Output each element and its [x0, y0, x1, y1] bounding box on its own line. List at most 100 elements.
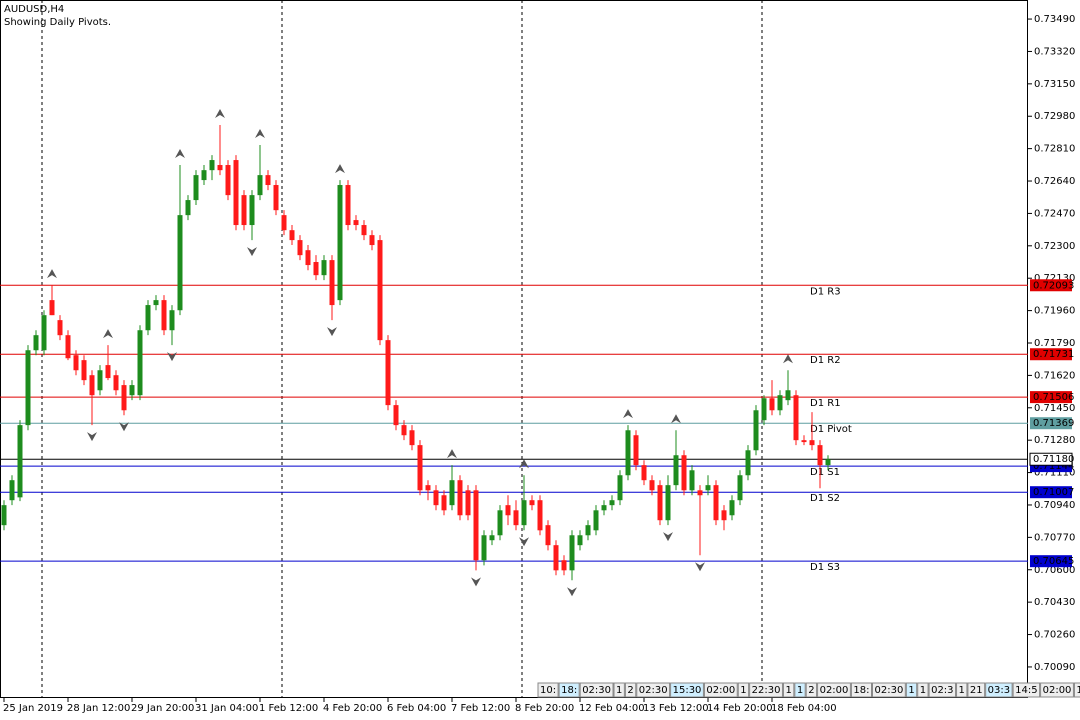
candle-body	[209, 160, 215, 171]
time-tag: 1	[959, 685, 965, 696]
fractal-down	[567, 587, 577, 597]
price-box-label: 0.71007	[1033, 487, 1074, 498]
price-box-label: 0.71180	[1033, 454, 1074, 465]
time-tag: 18:	[561, 685, 577, 696]
fractal-down	[167, 352, 177, 362]
candle-body	[393, 405, 399, 426]
y-tick-label: 0.70090	[1034, 662, 1075, 673]
time-tag: 1	[908, 685, 914, 696]
time-tag: 02:30	[582, 685, 611, 696]
candle-body	[273, 185, 279, 211]
candle-body	[121, 385, 127, 411]
candle-body	[481, 535, 487, 561]
fractal-down	[87, 432, 97, 442]
candle-body	[129, 385, 135, 396]
candle-body	[433, 490, 439, 506]
time-tag-box	[850, 682, 872, 698]
price-box-label: 0.71731	[1033, 349, 1074, 360]
y-tick-label: 0.70600	[1034, 565, 1075, 576]
time-tag: 1	[740, 685, 746, 696]
candle-body	[169, 310, 175, 331]
candle-body	[97, 370, 103, 391]
chart-subtitle: Showing Daily Pivots.	[4, 17, 111, 28]
candle-body	[617, 475, 623, 501]
candle-body	[753, 410, 759, 451]
candle-body	[201, 170, 207, 181]
y-tick-label: 0.72130	[1034, 273, 1075, 284]
pivot-label: D1 R3	[810, 286, 841, 297]
time-tag: 15:30	[673, 685, 702, 696]
time-tag: 1	[616, 685, 622, 696]
price-box	[1030, 555, 1072, 568]
candle-body	[545, 525, 551, 546]
time-tag-box	[737, 682, 750, 698]
time-tag-box	[967, 682, 986, 698]
candle-body	[729, 500, 735, 516]
candle-body	[697, 490, 703, 496]
y-tick-label: 0.73320	[1034, 46, 1075, 57]
pivot-label: D1 Pivot	[810, 424, 852, 435]
candle-body	[369, 235, 375, 246]
x-tick-label: 6 Feb 04:00	[387, 703, 446, 714]
time-tag-box	[558, 682, 580, 698]
candle-body	[361, 225, 367, 236]
candle-body	[785, 390, 791, 401]
candle-body	[1, 505, 7, 526]
time-tag-box	[613, 682, 625, 698]
fractal-up	[447, 449, 457, 459]
chart-title: AUDUSD,H4	[4, 4, 64, 15]
time-tag: 2	[627, 685, 633, 696]
x-tick-label: 8 Feb 20:00	[515, 703, 574, 714]
candle-body	[257, 175, 263, 196]
price-box-label: 0.71369	[1033, 418, 1074, 429]
price-box-label: 0.72093	[1033, 280, 1074, 291]
candle-body	[185, 200, 191, 216]
candle-body	[569, 535, 575, 571]
candle-body	[17, 425, 23, 498]
candle-body	[105, 365, 111, 379]
candle-body	[609, 500, 615, 506]
candle-body	[793, 395, 799, 441]
pivot-label: D1 S3	[810, 562, 840, 573]
y-tick-label: 0.72300	[1034, 241, 1075, 252]
time-tag-box	[703, 682, 738, 698]
candle-body	[241, 195, 247, 226]
x-tick-label: 18 Feb 04:00	[771, 703, 837, 714]
candle-body	[289, 230, 295, 241]
x-tick-label: 29 Jan 20:00	[131, 703, 194, 714]
time-tag: 10:	[540, 685, 556, 696]
x-tick-label: 12 Feb 04:00	[579, 703, 645, 714]
fractal-down	[247, 247, 257, 257]
candle-body	[801, 440, 807, 443]
y-tick-label: 0.71450	[1034, 403, 1075, 414]
candle-body	[561, 560, 567, 571]
candle-body	[649, 480, 655, 491]
candle-body	[497, 510, 503, 536]
candle-body	[345, 185, 351, 226]
candle-body	[441, 495, 447, 511]
candle-body	[721, 510, 727, 521]
fractal-down	[663, 532, 673, 542]
candle-body	[513, 510, 519, 526]
candle-body	[73, 355, 79, 371]
y-tick-label: 0.70770	[1034, 532, 1075, 543]
time-tag-box	[817, 682, 851, 698]
candle-body	[41, 315, 47, 351]
price-box	[1030, 348, 1072, 361]
candle-body	[401, 425, 407, 436]
y-tick-label: 0.72470	[1034, 208, 1075, 219]
y-tick-label: 0.71280	[1034, 435, 1075, 446]
y-tick-label: 0.73490	[1034, 14, 1075, 25]
time-tag-box	[579, 682, 614, 698]
x-tick-label: 25 Jan 2019	[3, 703, 63, 714]
fractal-up	[215, 109, 225, 119]
plot-frame	[0, 0, 1028, 698]
time-tag-box	[624, 682, 637, 698]
price-box-label: 0.71144	[1033, 461, 1074, 472]
candle-body	[329, 260, 335, 306]
time-tag: 03:3	[988, 685, 1010, 696]
price-box	[1029, 452, 1073, 466]
candle-body	[449, 480, 455, 506]
candle-body	[177, 215, 183, 311]
